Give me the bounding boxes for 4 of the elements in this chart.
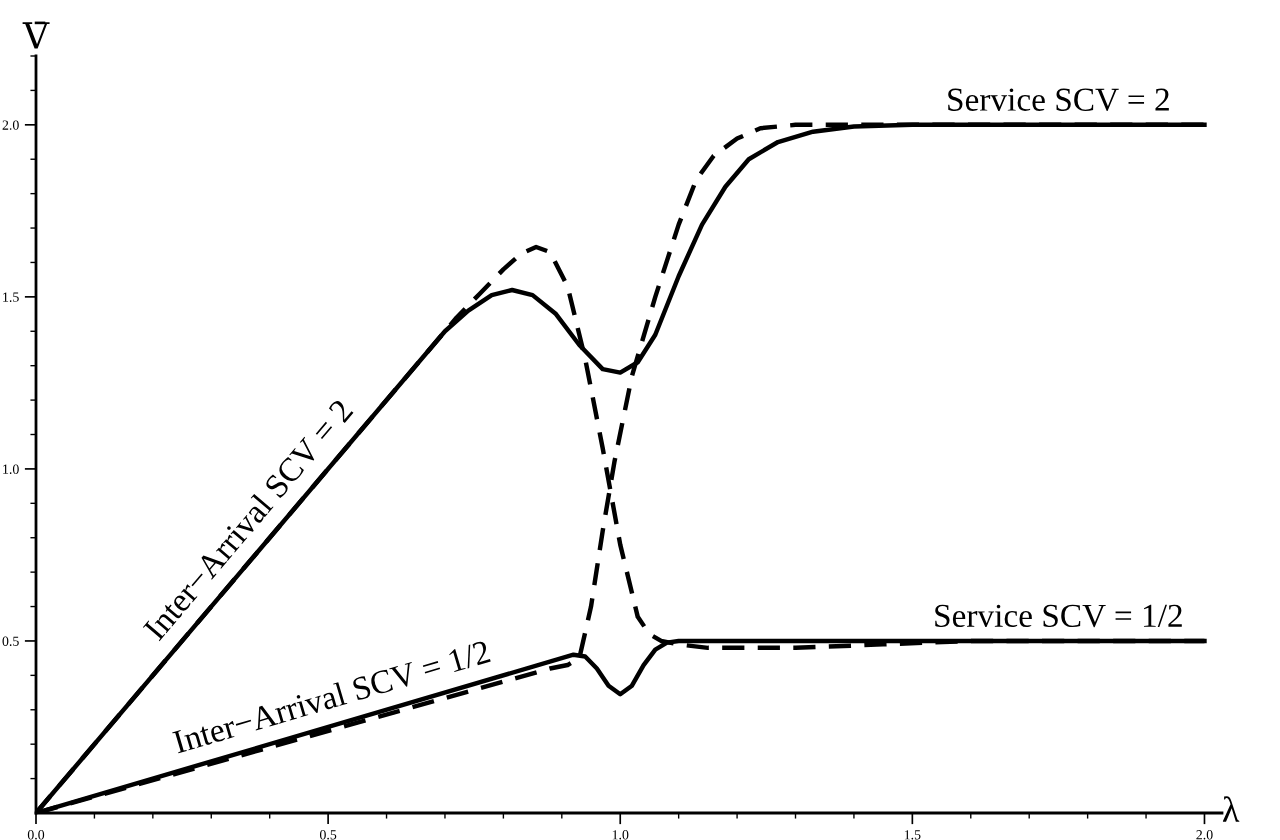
- annotation: Service SCV = 1/2: [935, 604, 1182, 628]
- annotation: Service SCV = 2: [948, 88, 1169, 112]
- x-axis-title: λ: [1222, 796, 1240, 822]
- y-axis-title: V̄: [22, 21, 50, 49]
